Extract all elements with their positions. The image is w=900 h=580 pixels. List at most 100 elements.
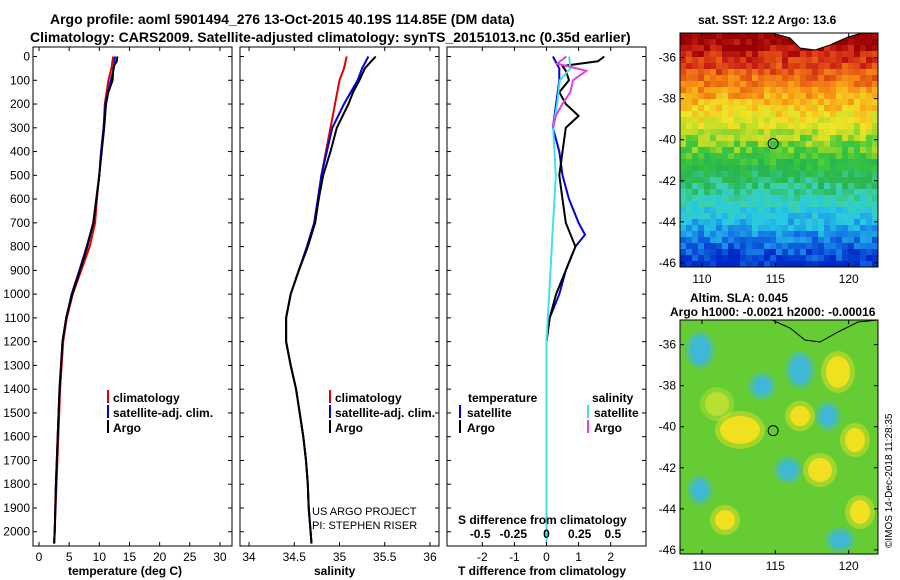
sst-pixel [764,153,770,159]
sst-pixel [698,123,704,129]
sst-pixel [728,33,734,39]
sst-pixel [680,207,686,213]
sst-pixel [740,171,746,177]
x-tick-label: 35.5 [373,550,397,564]
sst-pixel [764,129,770,135]
sst-pixel [824,165,830,171]
sst-pixel [836,39,842,45]
sst-pixel [812,201,818,207]
sst-pixel [824,117,830,123]
sst-pixel [824,87,830,93]
sst-pixel [866,69,872,75]
sst-pixel [716,219,722,225]
map-frame [679,32,879,268]
sst-pixel [680,117,686,123]
sst-pixel [866,141,872,147]
y-tick-label: 1000 [3,287,30,301]
sst-pixel [716,45,722,51]
sst-pixel [776,75,782,81]
sst-pixel [860,117,866,123]
sst-pixel [806,159,812,165]
sst-pixel [764,99,770,105]
sst-pixel [830,195,836,201]
sst-pixel [872,33,878,39]
sst-pixel [686,51,692,57]
sst-pixel [686,231,692,237]
sst-pixel [836,87,842,93]
sst-pixel [848,87,854,93]
sst-pixel [860,201,866,207]
sst-pixel [758,225,764,231]
sst-pixel [824,171,830,177]
sst-pixel [776,231,782,237]
sst-pixel [800,57,806,63]
sst-pixel [764,219,770,225]
sst-pixel [746,159,752,165]
sst-pixel [848,117,854,123]
sst-pixel [758,111,764,117]
sst-pixel [830,159,836,165]
sst-pixel [836,147,842,153]
sst-pixel [764,225,770,231]
sst-pixel [734,201,740,207]
sst-pixel [734,39,740,45]
sst-pixel [758,51,764,57]
sst-pixel [848,177,854,183]
sst-pixel [710,135,716,141]
sst-pixel [770,39,776,45]
sst-pixel [848,255,854,261]
sst-pixel [830,69,836,75]
sst-pixel [812,165,818,171]
sst-pixel [728,93,734,99]
sst-pixel [698,99,704,105]
sst-pixel [686,171,692,177]
sst-pixel [848,159,854,165]
sst-pixel [794,261,800,267]
sst-pixel [806,213,812,219]
sst-pixel [758,207,764,213]
sst-pixel [752,147,758,153]
sst-pixel [866,255,872,261]
sst-pixel [860,75,866,81]
sst-pixel [692,153,698,159]
sst-pixel [782,153,788,159]
sst-pixel [776,213,782,219]
sst-pixel [764,207,770,213]
sst-pixel [704,63,710,69]
sst-pixel [866,129,872,135]
sst-pixel [752,57,758,63]
sst-pixel [704,201,710,207]
sst-pixel [716,69,722,75]
y-tick-label: 200 [10,97,30,111]
sst-pixel [800,213,806,219]
sst-pixel [800,225,806,231]
sst-pixel [806,189,812,195]
sst-pixel [692,195,698,201]
sst-pixel [692,141,698,147]
sst-pixel [788,249,794,255]
legend-s-satellite: satellite [594,406,639,420]
sst-pixel [704,147,710,153]
sst-pixel [776,171,782,177]
sst-pixel [758,57,764,63]
sst-pixel [860,159,866,165]
sst-pixel [704,249,710,255]
sst-pixel [746,225,752,231]
sst-pixel [770,219,776,225]
sst-pixel [722,213,728,219]
sst-pixel [812,153,818,159]
sst-pixel [788,69,794,75]
sst-pixel [866,189,872,195]
sst-pixel [710,231,716,237]
sst-pixel [836,141,842,147]
sst-pixel [800,255,806,261]
sst-pixel [812,69,818,75]
sst-pixel [704,213,710,219]
sst-pixel [848,201,854,207]
sst-pixel [770,117,776,123]
sst-pixel [746,237,752,243]
sst-pixel [692,243,698,249]
series-group [53,56,119,544]
sst-pixel [782,39,788,45]
sst-pixel [680,153,686,159]
